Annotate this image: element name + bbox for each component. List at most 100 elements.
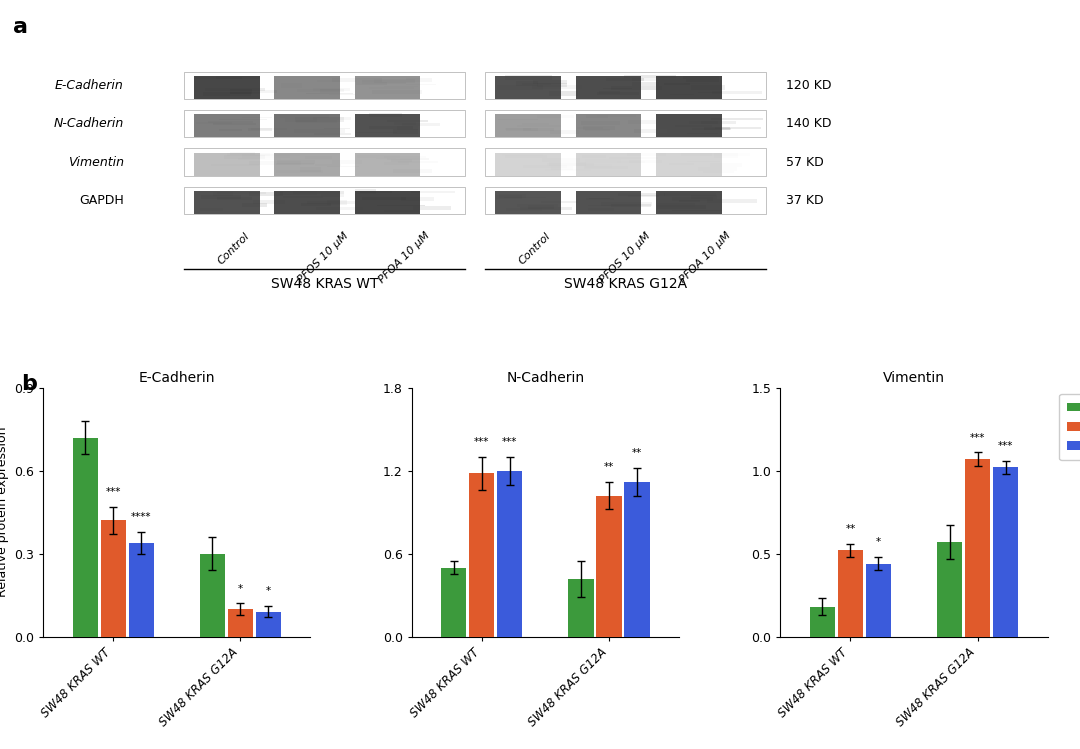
FancyBboxPatch shape <box>604 88 632 89</box>
FancyBboxPatch shape <box>397 127 418 130</box>
Text: Vimentin: Vimentin <box>68 156 123 169</box>
Text: PFOS 10 μM: PFOS 10 μM <box>296 231 351 285</box>
FancyBboxPatch shape <box>632 82 660 85</box>
Bar <box>624 482 649 637</box>
FancyBboxPatch shape <box>597 91 638 94</box>
Bar <box>485 110 767 138</box>
FancyBboxPatch shape <box>576 191 642 214</box>
Text: ***: *** <box>970 432 985 443</box>
FancyBboxPatch shape <box>300 168 321 172</box>
Bar <box>100 521 125 637</box>
Bar <box>810 607 835 637</box>
FancyBboxPatch shape <box>402 123 441 126</box>
FancyBboxPatch shape <box>541 201 578 204</box>
FancyBboxPatch shape <box>406 78 432 82</box>
FancyBboxPatch shape <box>219 119 268 120</box>
FancyBboxPatch shape <box>356 82 387 85</box>
FancyBboxPatch shape <box>590 198 609 199</box>
FancyBboxPatch shape <box>504 197 545 198</box>
FancyBboxPatch shape <box>253 200 285 204</box>
Text: E-Cadherin: E-Cadherin <box>55 79 123 92</box>
FancyBboxPatch shape <box>355 132 396 133</box>
Bar <box>184 72 465 99</box>
Bar <box>129 542 153 637</box>
FancyBboxPatch shape <box>414 206 451 210</box>
Text: 140 KD: 140 KD <box>786 118 832 130</box>
FancyBboxPatch shape <box>194 153 260 176</box>
FancyBboxPatch shape <box>658 204 694 207</box>
Bar <box>485 148 767 176</box>
Text: Control: Control <box>216 231 252 266</box>
FancyBboxPatch shape <box>281 191 316 195</box>
Text: **: ** <box>604 462 615 472</box>
FancyBboxPatch shape <box>320 89 340 93</box>
FancyBboxPatch shape <box>324 128 350 129</box>
FancyBboxPatch shape <box>549 91 578 96</box>
FancyBboxPatch shape <box>629 120 671 124</box>
FancyBboxPatch shape <box>599 91 620 94</box>
Bar <box>228 609 253 637</box>
Bar <box>497 470 523 637</box>
FancyBboxPatch shape <box>355 189 377 194</box>
Y-axis label: Relative protein expression: Relative protein expression <box>0 427 9 598</box>
Text: GAPDH: GAPDH <box>79 194 123 207</box>
FancyBboxPatch shape <box>495 153 562 176</box>
FancyBboxPatch shape <box>354 191 420 214</box>
FancyBboxPatch shape <box>698 91 721 93</box>
FancyBboxPatch shape <box>274 76 340 99</box>
Text: ****: **** <box>131 512 151 521</box>
FancyBboxPatch shape <box>581 121 620 125</box>
FancyBboxPatch shape <box>687 79 719 82</box>
FancyBboxPatch shape <box>507 128 538 131</box>
Text: *: * <box>266 586 271 596</box>
FancyBboxPatch shape <box>217 197 252 200</box>
FancyBboxPatch shape <box>307 201 355 204</box>
FancyBboxPatch shape <box>497 85 543 90</box>
Text: a: a <box>13 17 28 37</box>
Bar <box>200 554 225 637</box>
Bar <box>485 187 767 214</box>
Text: N-Cadherin: N-Cadherin <box>53 118 123 130</box>
Bar <box>966 459 990 637</box>
Bar <box>866 564 891 637</box>
Bar <box>184 187 465 214</box>
FancyBboxPatch shape <box>504 76 552 80</box>
Bar <box>937 542 962 637</box>
FancyBboxPatch shape <box>307 93 352 94</box>
Text: ***: *** <box>502 437 517 447</box>
Text: *: * <box>238 583 243 593</box>
FancyBboxPatch shape <box>499 193 526 198</box>
FancyBboxPatch shape <box>495 114 562 138</box>
FancyBboxPatch shape <box>664 193 716 196</box>
FancyBboxPatch shape <box>602 202 652 206</box>
FancyBboxPatch shape <box>523 83 551 85</box>
FancyBboxPatch shape <box>194 191 260 214</box>
FancyBboxPatch shape <box>280 115 329 118</box>
Bar <box>184 148 465 176</box>
FancyBboxPatch shape <box>711 118 762 120</box>
FancyBboxPatch shape <box>205 88 242 91</box>
FancyBboxPatch shape <box>624 75 676 78</box>
FancyBboxPatch shape <box>369 113 402 117</box>
FancyBboxPatch shape <box>619 193 665 196</box>
FancyBboxPatch shape <box>583 127 615 130</box>
FancyBboxPatch shape <box>634 129 666 133</box>
FancyBboxPatch shape <box>675 125 712 127</box>
FancyBboxPatch shape <box>672 210 721 211</box>
FancyBboxPatch shape <box>362 196 406 200</box>
FancyBboxPatch shape <box>689 121 718 124</box>
Text: ***: *** <box>474 437 489 447</box>
FancyBboxPatch shape <box>523 128 554 131</box>
FancyBboxPatch shape <box>656 76 721 99</box>
FancyBboxPatch shape <box>274 153 340 176</box>
Bar <box>485 72 767 99</box>
FancyBboxPatch shape <box>194 76 260 99</box>
FancyBboxPatch shape <box>691 85 725 89</box>
FancyBboxPatch shape <box>247 128 272 130</box>
FancyBboxPatch shape <box>704 127 730 130</box>
FancyBboxPatch shape <box>656 114 721 138</box>
FancyBboxPatch shape <box>201 195 241 198</box>
FancyBboxPatch shape <box>195 77 242 79</box>
FancyBboxPatch shape <box>387 158 429 160</box>
FancyBboxPatch shape <box>528 204 554 209</box>
